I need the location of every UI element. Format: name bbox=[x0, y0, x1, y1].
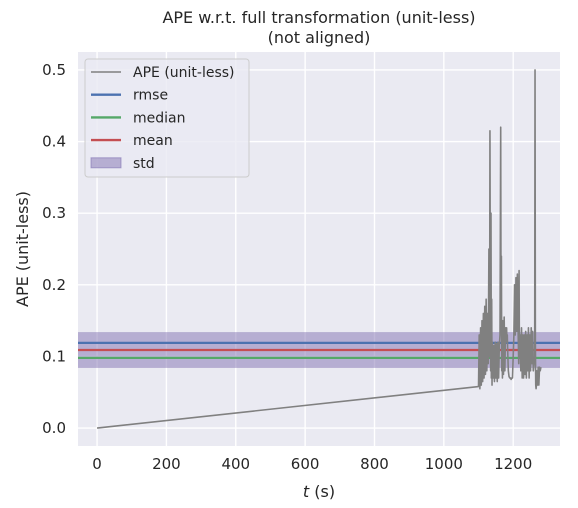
y-tick-label: 0.1 bbox=[42, 347, 66, 365]
legend-swatch-std bbox=[90, 157, 122, 169]
chart-title-line-1: APE w.r.t. full transformation (unit-les… bbox=[162, 8, 475, 27]
chart-title-line-2: (not aligned) bbox=[268, 28, 371, 47]
legend-label: std bbox=[133, 156, 155, 172]
x-tick-label: 1200 bbox=[494, 455, 532, 473]
x-tick-label: 800 bbox=[360, 455, 389, 473]
x-tick-label: 0 bbox=[92, 455, 102, 473]
x-axis-label: t (s) bbox=[303, 482, 335, 501]
legend-box bbox=[84, 58, 250, 178]
ape-series-line bbox=[96, 69, 542, 429]
series-layer bbox=[96, 69, 542, 429]
x-tick-label: 200 bbox=[152, 455, 181, 473]
y-axis-label: APE (unit-less) bbox=[13, 191, 32, 307]
y-tick-labels: 0.0 0.1 0.2 0.3 0.4 0.5 bbox=[42, 61, 66, 437]
y-tick-label: 0.4 bbox=[42, 133, 66, 151]
y-tick-label: 0.3 bbox=[42, 204, 66, 222]
legend-label: median bbox=[133, 110, 185, 126]
x-axis-label-unit: (s) bbox=[309, 482, 335, 501]
legend-label: rmse bbox=[133, 88, 168, 104]
y-tick-label: 0.5 bbox=[42, 61, 66, 79]
x-tick-label: 400 bbox=[221, 455, 250, 473]
x-tick-label: 600 bbox=[291, 455, 320, 473]
x-tick-label: 1000 bbox=[425, 455, 463, 473]
legend-label: mean bbox=[133, 133, 173, 149]
legend-label: APE (unit-less) bbox=[133, 65, 235, 81]
legend: APE (unit-less) rmse median mean std bbox=[84, 58, 250, 178]
x-tick-labels: 0 200 400 600 800 1000 1200 bbox=[92, 455, 532, 473]
x-axis-label-var: t bbox=[303, 482, 310, 501]
y-tick-label: 0.2 bbox=[42, 276, 66, 294]
y-tick-label: 0.0 bbox=[42, 419, 66, 437]
